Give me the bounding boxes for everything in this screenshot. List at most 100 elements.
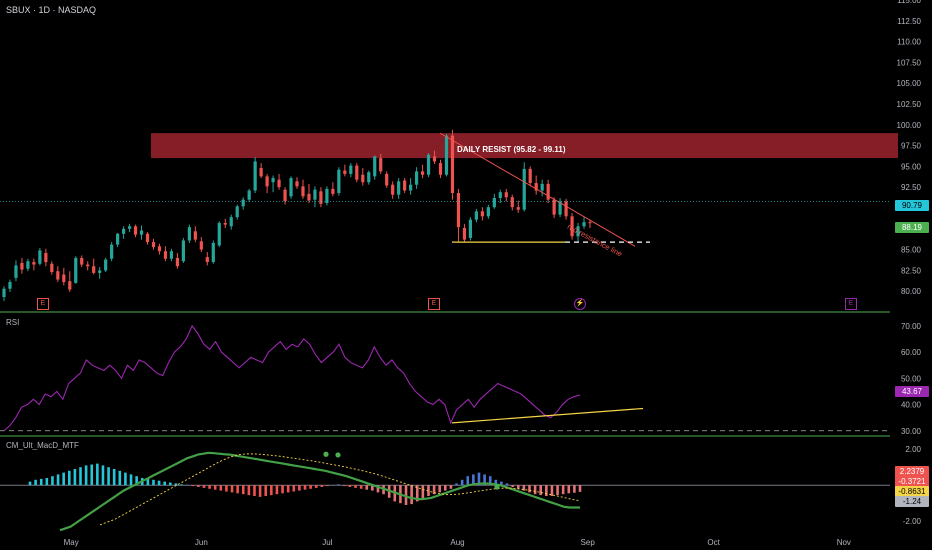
macd-tag-2: -0.3721 (895, 476, 929, 487)
rsi-tick-label: 70.00 (901, 322, 922, 331)
macd-histogram-bar (275, 485, 279, 495)
macd-histogram-bar (404, 485, 408, 505)
candle-body (558, 201, 562, 215)
macd-histogram-bar (359, 485, 363, 489)
macd-histogram-bar (472, 474, 475, 486)
macd-histogram-bar (320, 485, 324, 487)
macd-histogram-bar (264, 485, 268, 496)
candle-body (409, 184, 413, 191)
candle-body (564, 201, 568, 217)
candle-body (492, 198, 496, 208)
macd-histogram-bar (236, 485, 239, 494)
candle-body (444, 135, 449, 175)
candle-body (367, 172, 371, 183)
candle-body (163, 251, 168, 259)
macd-histogram-bar (39, 478, 43, 486)
macd-histogram-bar (376, 485, 380, 493)
macd-histogram-bar (314, 485, 318, 488)
resist-zone-label: DAILY RESIST (95.82 - 99.11) (457, 145, 566, 154)
macd-tag-1: 2.2379 (895, 466, 929, 477)
candle-body (259, 168, 263, 177)
candle-body (265, 176, 269, 187)
macd-histogram-bar (342, 485, 346, 487)
candle-body (32, 262, 36, 265)
macd-histogram-bar (174, 483, 178, 486)
macd-histogram-bar (163, 481, 166, 486)
macd-histogram-bar (337, 484, 340, 486)
rsi-tick-label: 50.00 (901, 374, 922, 383)
candle-body (462, 227, 467, 240)
candle-body (576, 226, 580, 237)
candle-body (8, 282, 12, 289)
rsi-tick-label: 40.00 (901, 401, 922, 410)
candle-body (426, 154, 431, 175)
candle-body (534, 183, 538, 191)
macd-histogram-bar (107, 467, 110, 486)
candle-body (450, 135, 455, 194)
macd-histogram-bar (550, 485, 554, 496)
macd-histogram-bar (303, 485, 307, 490)
macd-histogram-bar (152, 479, 155, 486)
last-price-tag: 88.19 (895, 222, 929, 233)
macd-histogram-bar (410, 485, 413, 505)
macd-histogram-bar (270, 485, 273, 496)
macd-histogram-bar (45, 478, 49, 486)
candle-body (145, 233, 150, 243)
candles-layer (2, 129, 592, 302)
resistance-zone-rect (150, 133, 899, 159)
candle-body (151, 242, 156, 248)
candle-body (80, 257, 84, 265)
macd-histogram-bar (573, 485, 576, 493)
macd-histogram-bar (545, 485, 548, 496)
candle-body (379, 158, 383, 172)
macd-histogram-bar (415, 485, 419, 502)
macd-histogram-bar (533, 485, 537, 495)
macd-histogram-bar (578, 485, 582, 492)
price-tick-label: 105.00 (897, 79, 922, 88)
earnings-event-icon[interactable]: E (845, 298, 857, 310)
macd-histogram-bar (522, 485, 526, 491)
candle-body (217, 222, 221, 246)
macd-histogram-bar (432, 485, 436, 495)
candle-body (26, 261, 30, 269)
macd-histogram-bar (73, 469, 77, 486)
macd-histogram-bar (169, 482, 172, 486)
rsi-tick-label: 30.00 (901, 427, 922, 436)
macd-cross-dot (494, 484, 500, 490)
earnings-event-icon[interactable]: E (428, 298, 440, 310)
candle-body (86, 264, 90, 267)
candle-body (193, 231, 197, 240)
macd-histogram-bar (444, 485, 447, 491)
candle-body (325, 188, 329, 204)
candle-body (295, 181, 299, 187)
candle-body (271, 178, 275, 183)
candle-body (504, 192, 508, 198)
candle-body (420, 171, 425, 175)
earnings-event-icon[interactable]: E (37, 298, 49, 310)
candle-body (301, 186, 305, 197)
rsi-tick-label: 60.00 (901, 348, 922, 357)
macd-histogram-bar (494, 479, 498, 486)
macd-histogram-bar (438, 485, 441, 493)
macd-histogram-bar (281, 485, 284, 494)
price-tick-label: 85.00 (901, 246, 922, 255)
macd-tag-3: -0.8631 (895, 486, 929, 497)
candle-body (127, 226, 132, 229)
macd-histogram-bar (539, 485, 543, 496)
time-tick-label: May (64, 538, 79, 547)
macd-histogram-bar (477, 472, 481, 486)
dividend-event-icon[interactable]: ⚡ (574, 298, 586, 310)
macd-histogram-bar (180, 484, 183, 486)
macd-title: CM_Ult_MacD_MTF (6, 441, 79, 450)
macd-histogram-bar (112, 469, 116, 486)
macd-histogram-bar (135, 476, 138, 486)
candle-body (498, 192, 502, 199)
macd-histogram-bar (449, 485, 453, 489)
grid-layer (0, 311, 890, 486)
resistance-zone (150, 133, 899, 159)
candle-body (403, 180, 407, 191)
rsi-layer (3, 324, 644, 432)
macd-histogram-bar (516, 485, 520, 489)
candle-body (540, 183, 544, 191)
